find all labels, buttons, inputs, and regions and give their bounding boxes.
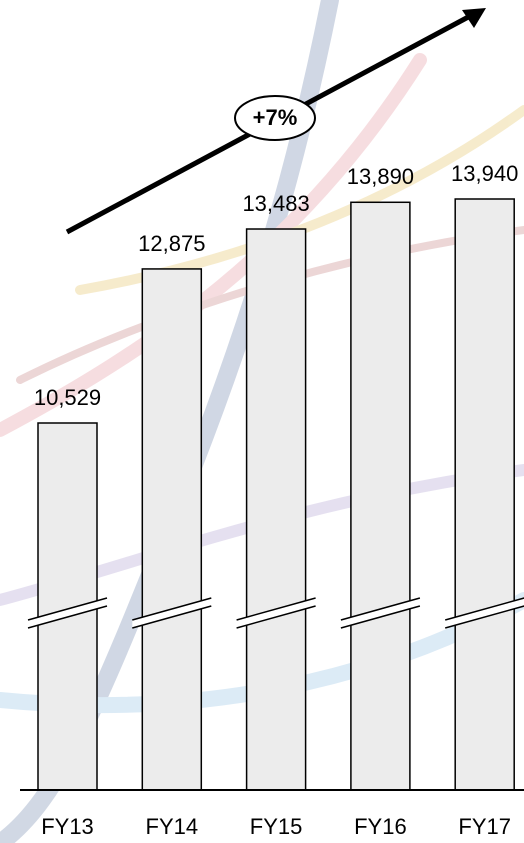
x-tick-label: FY16 — [354, 814, 407, 839]
value-label: 13,483 — [242, 191, 309, 216]
axis-break — [132, 598, 212, 628]
axis-break-line — [236, 605, 316, 629]
annotation-oval — [234, 95, 316, 141]
bar — [141, 268, 203, 791]
value-label: 13,940 — [451, 161, 518, 186]
axis-break-line — [27, 597, 108, 621]
axis-break-line — [444, 605, 524, 629]
axis-break — [236, 598, 316, 628]
axis-break — [340, 598, 420, 628]
axis-break-line — [132, 605, 212, 629]
arrow-head — [462, 8, 486, 28]
annotation: +7% — [253, 105, 298, 130]
bar — [245, 228, 307, 791]
axis-break-line — [27, 605, 108, 629]
axis-break-line — [236, 597, 316, 621]
bars: 10,529 FY13 12,875 FY14 13,483 FY15 13,890 FY16… — [27, 161, 524, 839]
value-label: 10,529 — [34, 385, 101, 410]
x-tick-label: FY17 — [458, 814, 511, 839]
axis-break — [445, 598, 524, 628]
x-tick-label: FY13 — [41, 814, 94, 839]
bar — [350, 201, 411, 791]
axis-break-line — [444, 597, 524, 621]
x-tick-label: FY14 — [146, 814, 199, 839]
axis-break — [28, 598, 107, 628]
axis-break-line — [340, 605, 421, 629]
x-tick-label: FY15 — [250, 814, 303, 839]
value-label: 13,890 — [347, 164, 414, 189]
axis-break-line — [132, 597, 212, 621]
axis-break-line — [340, 597, 421, 621]
value-label: 12,875 — [138, 231, 205, 256]
bar — [454, 198, 515, 791]
